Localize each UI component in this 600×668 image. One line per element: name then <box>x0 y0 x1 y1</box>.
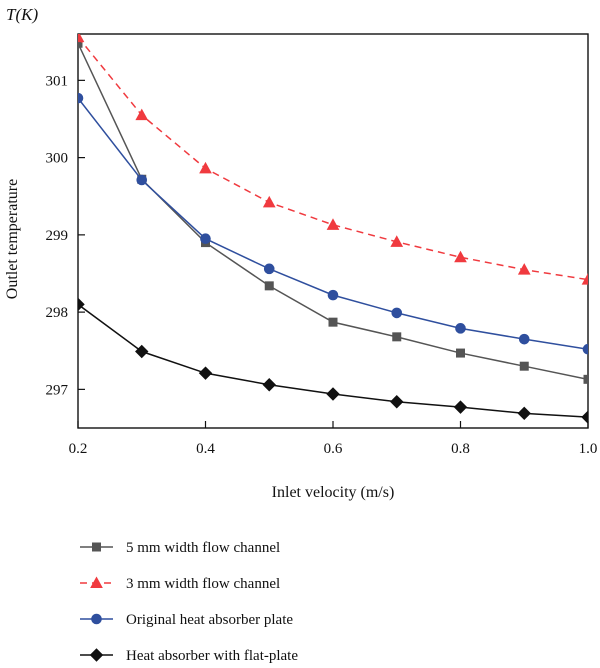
data-point <box>136 174 148 186</box>
legend-marker <box>91 613 102 625</box>
series-4 <box>78 297 588 424</box>
data-point <box>391 307 403 319</box>
data-point <box>199 161 212 174</box>
y-axis-title: Outlet temperature <box>4 179 21 299</box>
legend-marker <box>90 576 103 588</box>
data-point <box>326 387 340 401</box>
series-3 <box>78 92 588 355</box>
data-point <box>518 333 530 345</box>
data-point <box>200 233 211 245</box>
legend-item: Original heat absorber plate <box>80 612 293 628</box>
x-tick-label: 0.6 <box>324 441 343 457</box>
data-point <box>454 250 467 263</box>
data-point <box>327 289 339 301</box>
x-tick-label: 0.8 <box>451 441 470 457</box>
data-point <box>264 281 274 291</box>
data-point <box>392 332 402 342</box>
data-point <box>78 297 85 312</box>
x-axis-title: Inlet velocity (m/s) <box>272 484 395 501</box>
y-tick-label: 300 <box>46 151 69 167</box>
data-point <box>583 374 588 384</box>
data-point <box>517 263 531 275</box>
data-point <box>453 400 468 414</box>
data-point <box>328 317 338 327</box>
series-line <box>78 42 588 381</box>
data-point <box>517 406 531 421</box>
x-tick-label: 0.2 <box>69 441 88 457</box>
legend-marker <box>92 542 101 552</box>
series-1 <box>78 38 588 384</box>
y-tick-label: 298 <box>46 305 69 321</box>
data-point <box>78 34 85 43</box>
x-tick-label: 0.4 <box>196 441 215 457</box>
data-point <box>135 108 149 121</box>
legend-marker <box>89 648 104 662</box>
legend-label: 3 mm width flow channel <box>126 576 280 592</box>
plot-border <box>77 33 589 429</box>
data-point <box>326 218 340 230</box>
data-point <box>581 410 588 424</box>
data-point <box>198 366 213 380</box>
data-point <box>519 361 529 371</box>
x-tick-label: 1.0 <box>579 441 598 457</box>
data-point <box>78 38 83 48</box>
data-point <box>78 92 84 104</box>
data-point <box>262 378 276 392</box>
data-point <box>582 343 588 355</box>
y-tick-label: 301 <box>46 73 69 89</box>
data-point <box>390 395 404 409</box>
legend: 5 mm width flow channel 3 mm width flow c… <box>80 540 298 664</box>
series-line <box>78 36 588 281</box>
data-point <box>263 263 275 275</box>
legend-item: Heat absorber with flat-plate <box>80 648 298 664</box>
y-tick-label: 297 <box>46 382 69 398</box>
data-point <box>390 235 404 247</box>
axes: 0.2 0.4 0.6 0.8 1.0 297 298 299 300 301 Inlet velo… <box>4 5 597 501</box>
data-point <box>262 195 276 208</box>
plot-frame <box>77 33 589 429</box>
legend-item: 3 mm width flow channel <box>80 576 280 592</box>
plot-area <box>78 34 588 424</box>
series-2 <box>78 34 588 285</box>
data-point <box>135 344 149 359</box>
legend-item: 5 mm width flow channel <box>80 540 280 556</box>
legend-label: Heat absorber with flat-plate <box>126 648 298 664</box>
data-point <box>455 323 466 334</box>
data-point <box>456 348 465 358</box>
y-tick-label: 299 <box>46 228 69 244</box>
legend-label: 5 mm width flow channel <box>126 540 280 556</box>
legend-label: Original heat absorber plate <box>126 612 293 628</box>
data-point <box>581 273 588 285</box>
y-axis-unit: T(K) <box>6 5 38 24</box>
